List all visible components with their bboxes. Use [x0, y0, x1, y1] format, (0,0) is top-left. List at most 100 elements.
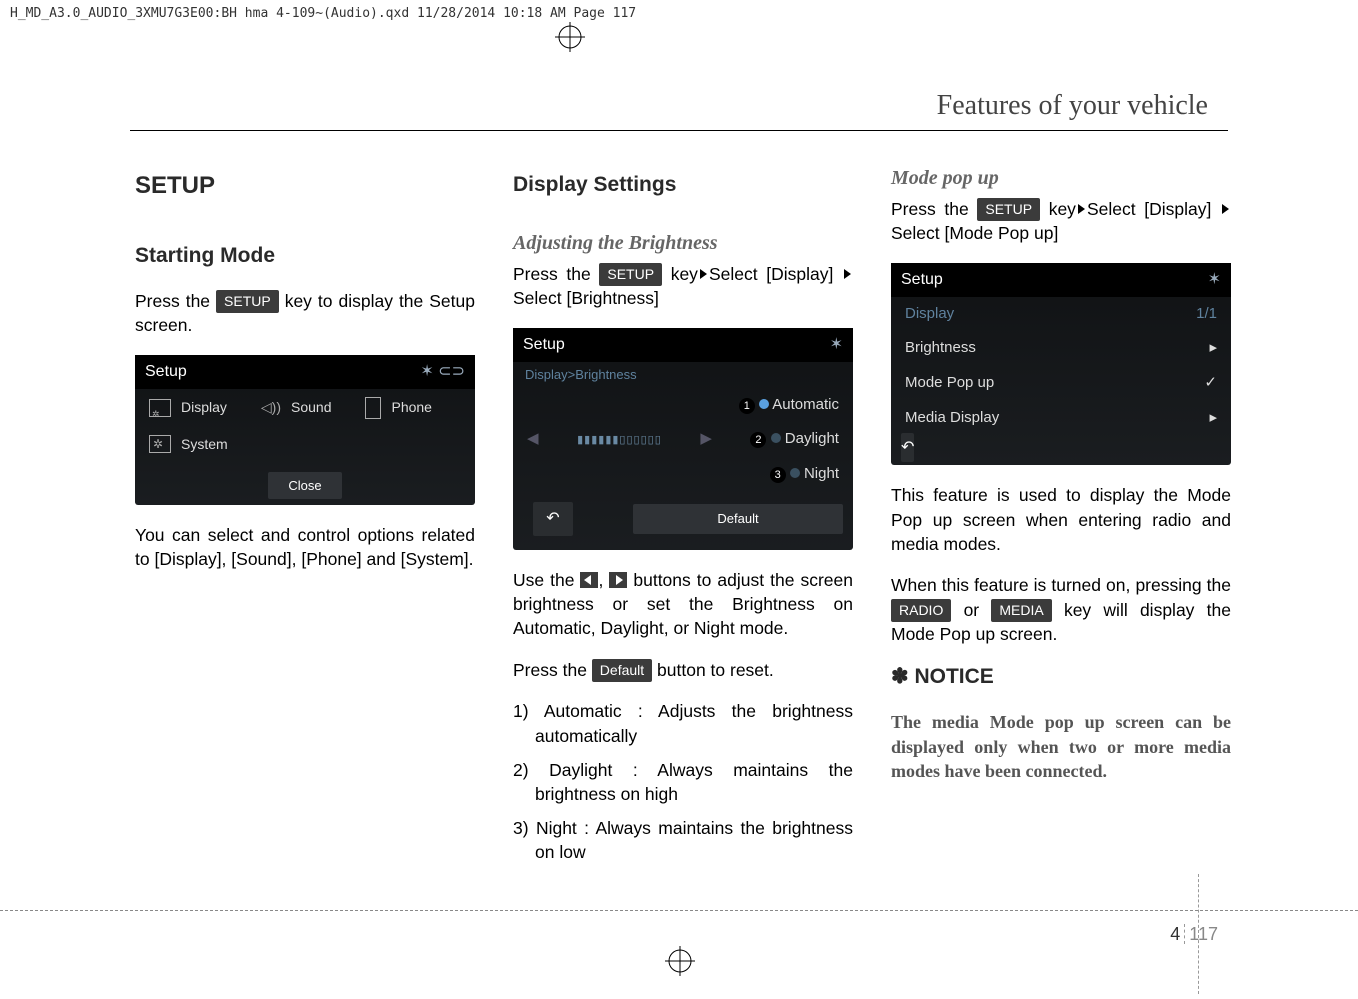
text: Press the	[135, 291, 216, 311]
column-2: Display Settings Adjusting the Brightnes…	[513, 165, 853, 876]
use-buttons-para: Use the , buttons to adjust the screen b…	[513, 568, 853, 640]
setup-key[interactable]: SETUP	[599, 263, 662, 286]
shot-titlebar: Setup ✶ ⊂⊃	[135, 355, 475, 389]
notice-body: The media Mode pop up screen can be disp…	[891, 710, 1231, 783]
callout-2: 2	[750, 432, 766, 448]
radio-off-icon	[771, 433, 781, 443]
text: button to reset.	[652, 660, 774, 680]
menu-row-2: ✲ System	[135, 427, 475, 462]
label: Mode Pop up	[905, 373, 994, 394]
column-1: SETUP Starting Mode Press the SETUP key …	[135, 165, 475, 876]
shot-title: Setup	[145, 361, 187, 383]
opt-night: 3 Night	[513, 457, 853, 492]
phone-icon	[365, 397, 381, 419]
arrow-icon	[1078, 204, 1085, 214]
text: When this feature is turned on, pressing…	[891, 575, 1231, 595]
arrow-icon	[844, 269, 851, 279]
radio-off-icon	[790, 468, 800, 478]
close-row: Close	[135, 476, 475, 505]
display-icon: ✲	[149, 399, 171, 417]
brightness-slider[interactable]: ▮▮▮▮▮▮▯▯▯▯▯▯	[577, 432, 662, 448]
text: or	[951, 600, 991, 620]
default-button[interactable]: Default	[633, 504, 843, 534]
column-3: Mode pop up Press the SETUP keySelect [D…	[891, 165, 1231, 876]
header-text: H_MD_A3.0_AUDIO_3XMU7G3E00:BH hma 4-109~…	[10, 6, 636, 21]
starting-mode-para: Press the SETUP key to display the Setup…	[135, 289, 475, 337]
heading-display-settings: Display Settings	[513, 171, 853, 200]
chevron-right-icon: ▸	[1209, 338, 1217, 359]
text: Select [Brightness]	[513, 288, 659, 308]
list-item: 3) Night : Always maintains the brightne…	[513, 816, 853, 864]
page-indicator: 1/1	[1196, 304, 1217, 325]
left-arrow-button[interactable]	[580, 572, 598, 588]
subhead-mode-popup: Mode pop up	[891, 165, 1231, 193]
content-columns: SETUP Starting Mode Press the SETUP key …	[135, 165, 1223, 876]
shot-titlebar: Setup ✶	[513, 328, 853, 362]
shot-title: Setup	[901, 269, 943, 291]
text: Press the	[513, 264, 599, 284]
sound-icon: ◁))	[261, 398, 281, 417]
screenshot-setup-menu: Setup ✶ ⊂⊃ ✲ Display ◁)) Sound Phone ✲ S…	[135, 355, 475, 506]
brightness-mode-list: 1) Automatic : Adjusts the brightness au…	[513, 699, 853, 864]
text: Press the	[513, 660, 592, 680]
right-arrow-button[interactable]	[609, 572, 627, 588]
opt-automatic: 1 Automatic	[513, 388, 853, 423]
label: Brightness	[905, 338, 976, 359]
list-brightness[interactable]: Brightness ▸	[891, 331, 1231, 366]
list-modepopup[interactable]: Mode Pop up ✓	[891, 366, 1231, 401]
radio-key[interactable]: RADIO	[891, 599, 951, 622]
media-key[interactable]: MEDIA	[991, 599, 1051, 622]
close-button[interactable]: Close	[268, 472, 341, 499]
notice-label: NOTICE	[914, 665, 993, 688]
sound-label[interactable]: Sound	[291, 398, 331, 417]
section-title: Features of your vehicle	[937, 90, 1208, 122]
heading-starting-mode: Starting Mode	[135, 242, 475, 271]
mode-popup-on-para: When this feature is turned on, pressing…	[891, 573, 1231, 646]
radio-on-icon	[759, 399, 769, 409]
shot-titlebar: Setup ✶	[891, 263, 1231, 297]
night-label[interactable]: Night	[804, 465, 839, 482]
automatic-label[interactable]: Automatic	[772, 396, 839, 413]
text: ,	[598, 570, 609, 590]
system-icon: ✲	[149, 435, 171, 453]
arrow-icon	[1222, 204, 1229, 214]
text: Select [Mode Pop up]	[891, 223, 1058, 243]
modepopup-press-line: Press the SETUP keySelect [Display] Sele…	[891, 197, 1231, 245]
text: Use the	[513, 570, 580, 590]
display-label[interactable]: Display	[181, 398, 227, 417]
screenshot-display-list: Setup ✶ Display 1/1 Brightness ▸ Mode Po…	[891, 263, 1231, 466]
slider-row: ◀ ▮▮▮▮▮▮▯▯▯▯▯▯ ▶ 2 Daylight	[513, 422, 853, 457]
arrow-icon	[700, 269, 707, 279]
mode-popup-desc: This feature is used to display the Mode…	[891, 483, 1231, 555]
text: key	[662, 264, 698, 284]
text: Select [Display]	[709, 264, 842, 284]
subhead-brightness: Adjusting the Brightness	[513, 230, 853, 258]
shot-title: Setup	[523, 334, 565, 356]
back-button[interactable]: ↶	[901, 433, 914, 462]
system-label[interactable]: System	[181, 435, 228, 454]
default-key[interactable]: Default	[592, 659, 652, 682]
chevron-right-icon: ▸	[1209, 408, 1217, 429]
phone-label[interactable]: Phone	[391, 398, 431, 417]
print-header: H_MD_A3.0_AUDIO_3XMU7G3E00:BH hma 4-109~…	[10, 6, 636, 21]
notice-heading: ✽ NOTICE	[891, 663, 1231, 692]
breadcrumb: Display>Brightness	[513, 362, 853, 388]
para-select-control: You can select and control options relat…	[135, 523, 475, 571]
setup-key[interactable]: SETUP	[977, 198, 1040, 221]
text: Select [Display]	[1087, 199, 1220, 219]
callout-1: 1	[739, 398, 755, 414]
setup-key[interactable]: SETUP	[216, 290, 279, 313]
heading-setup: SETUP	[135, 169, 475, 202]
page-number: 4117	[1170, 924, 1218, 945]
brightness-press-line: Press the SETUP key Select [Display] Sele…	[513, 262, 853, 310]
section-num: 4	[1170, 924, 1180, 944]
top-rule	[130, 130, 1228, 131]
press-default-para: Press the Default button to reset.	[513, 658, 853, 682]
list-item: 1) Automatic : Adjusts the brightness au…	[513, 699, 853, 747]
list-mediadisplay[interactable]: Media Display ▸	[891, 401, 1231, 436]
back-button[interactable]: ↶	[533, 502, 573, 536]
daylight-label[interactable]: Daylight	[785, 430, 839, 447]
callout-3: 3	[770, 467, 786, 483]
label: Display	[905, 304, 954, 325]
list-display[interactable]: Display 1/1	[891, 297, 1231, 332]
